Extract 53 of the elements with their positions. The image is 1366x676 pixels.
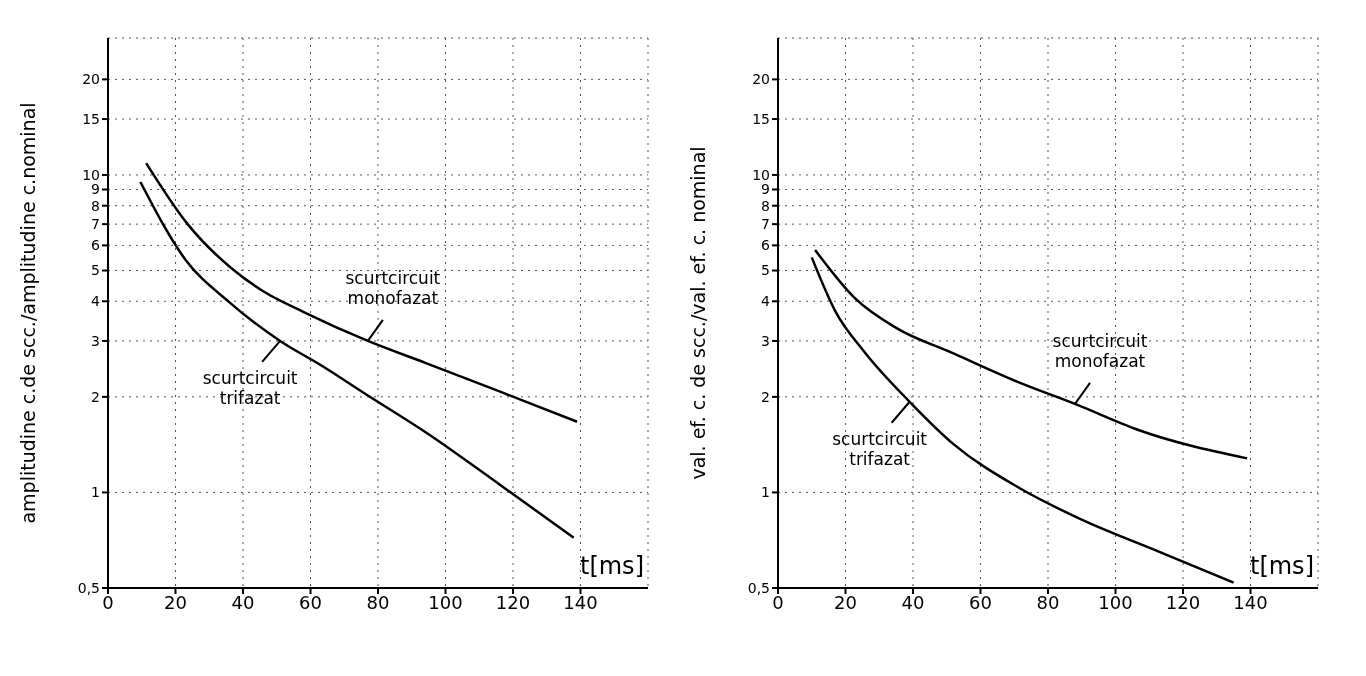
x-tick-label: 140: [1233, 591, 1268, 613]
x-tick-label: 80: [1036, 591, 1060, 613]
x-tick-label: 140: [563, 591, 598, 613]
y-tick-label: 15: [82, 111, 100, 128]
y-tick-label: 20: [82, 71, 100, 88]
y-tick-label: 7: [761, 216, 770, 233]
y-tick-label: 3: [91, 332, 100, 349]
y-tick-label: 2: [91, 388, 100, 405]
x-tick-label: 40: [901, 591, 925, 613]
x-axis-title: t[ms]: [1249, 552, 1314, 580]
line-series: [810, 256, 1235, 584]
x-tick-label: 120: [495, 591, 531, 613]
y-tick-label: 20: [752, 71, 770, 88]
y-tick-label: 0,5: [747, 579, 770, 596]
y-tick-label: 4: [91, 293, 101, 310]
x-tick-label: 120: [1165, 591, 1201, 613]
y-tick-label: 8: [761, 197, 770, 214]
x-tick-label: 20: [164, 591, 187, 613]
y-tick-label: 4: [761, 293, 771, 310]
x-tick-label: 0: [102, 591, 114, 613]
y-tick-label: 2: [761, 388, 770, 405]
x-tick-label: 60: [299, 591, 322, 613]
y-tick-label: 10: [752, 166, 770, 183]
y-tick-label: 6: [761, 237, 771, 254]
line-series: [139, 180, 575, 539]
line-series: [144, 161, 579, 423]
x-tick-label: 20: [834, 591, 857, 613]
y-tick-label: 9: [761, 181, 770, 198]
y-tick-label: 8: [91, 197, 100, 214]
x-axis-title: t[ms]: [579, 552, 644, 580]
legend-label: scurtcircuit trifazat: [832, 428, 928, 469]
y-tick-label: 3: [761, 332, 770, 349]
y-tick-label: 0,5: [77, 579, 100, 596]
y-tick-label: 15: [752, 111, 770, 128]
y-tick-label: 5: [761, 262, 770, 279]
y-axis-title: val. ef. c. de scc./val. ef. c. nominal: [686, 146, 709, 480]
x-tick-label: 0: [772, 591, 784, 613]
x-tick-label: 80: [366, 591, 390, 613]
y-tick-label: 5: [91, 262, 100, 279]
y-tick-label: 1: [761, 484, 770, 501]
y-tick-label: 1: [91, 484, 100, 501]
y-tick-label: 10: [82, 166, 100, 183]
y-axis-title: amplitudine c.de scc./amplitudine c.nominal: [16, 102, 39, 524]
series-label: scurtcircuit monofazat: [345, 267, 441, 308]
x-tick-label: 60: [969, 591, 992, 613]
y-tick-label: 9: [91, 181, 100, 198]
y-tick-label: 7: [91, 216, 100, 233]
series-label: scurtcircuit monofazat: [1052, 330, 1148, 371]
x-tick-label: 100: [1098, 591, 1133, 613]
x-tick-label: 40: [231, 591, 255, 613]
y-tick-label: 6: [91, 237, 101, 254]
x-tick-label: 100: [428, 591, 463, 613]
legend-label: scurtcircuit trifazat: [202, 367, 298, 408]
